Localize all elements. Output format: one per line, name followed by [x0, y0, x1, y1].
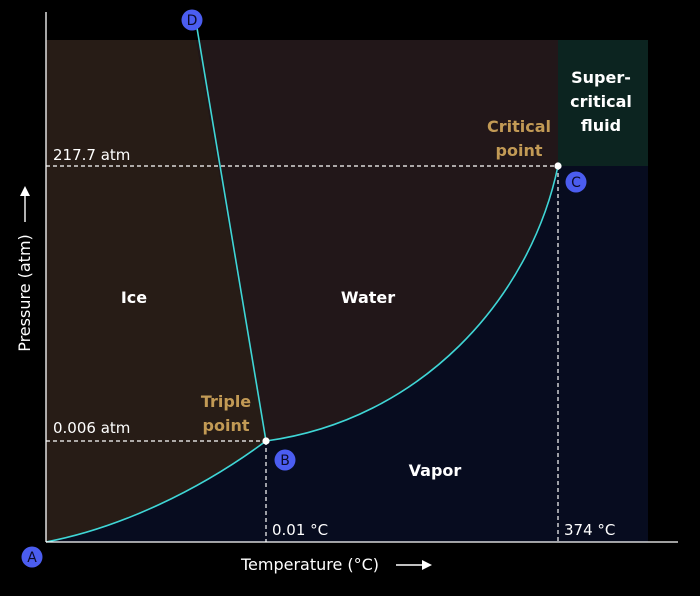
y-axis-title: Pressure (atm)	[15, 234, 34, 352]
marker-d: D	[182, 10, 203, 31]
critical-pressure-value: 217.7 atm	[53, 146, 130, 164]
triple-point-label-2: point	[203, 416, 250, 435]
critical-temperature-value: 374 °C	[564, 521, 615, 539]
x-axis-arrow-icon	[396, 560, 432, 570]
triple-point-dot	[262, 437, 269, 444]
critical-point-label-1: Critical	[487, 117, 551, 136]
marker-b: B	[275, 450, 296, 471]
region-supercritical-label-3: fluid	[581, 116, 621, 135]
critical-point-dot	[554, 162, 561, 169]
region-supercritical-label-1: Super-	[571, 68, 631, 87]
region-vapor-label: Vapor	[409, 461, 462, 480]
region-ice-label: Ice	[121, 288, 147, 307]
critical-point-label-2: point	[496, 141, 543, 160]
marker-c: C	[566, 172, 587, 193]
x-axis-title: Temperature (°C)	[240, 555, 379, 574]
region-supercritical-label-2: critical	[570, 92, 632, 111]
triple-point-label-1: Triple	[201, 392, 251, 411]
svg-text:A: A	[27, 550, 37, 566]
svg-text:C: C	[571, 175, 581, 191]
triple-temperature-value: 0.01 °C	[272, 521, 328, 539]
marker-a: A	[22, 547, 43, 568]
svg-text:D: D	[187, 13, 198, 29]
y-axis-arrow-icon	[20, 186, 30, 222]
region-water-label: Water	[341, 288, 395, 307]
svg-text:B: B	[280, 453, 290, 469]
triple-pressure-value: 0.006 atm	[53, 419, 130, 437]
